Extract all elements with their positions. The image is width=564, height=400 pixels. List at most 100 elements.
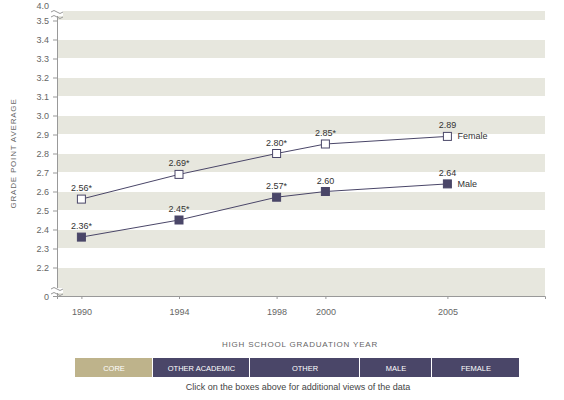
point-marker bbox=[77, 233, 85, 241]
axis-break bbox=[51, 16, 63, 19]
grid-line bbox=[57, 58, 545, 59]
y-tick-label: 3.2 bbox=[36, 73, 49, 83]
y-tick-mark bbox=[53, 78, 57, 79]
y-tick-mark bbox=[53, 192, 57, 193]
y-tick-mark bbox=[53, 230, 57, 231]
y-tick-label: 2.4 bbox=[36, 225, 49, 235]
axis-break bbox=[51, 293, 63, 296]
y-tick: 3.1 bbox=[36, 92, 57, 102]
grid-line bbox=[57, 153, 545, 154]
point-marker bbox=[273, 193, 281, 201]
y-tick-mark bbox=[53, 21, 57, 22]
y-tick-mark bbox=[53, 154, 57, 155]
y-tick: 2.2 bbox=[36, 263, 57, 273]
y-tick-mark bbox=[53, 59, 57, 60]
x-tick-mark bbox=[277, 296, 278, 299]
y-tick-label: 2.7 bbox=[36, 168, 49, 178]
y-tick: 3.4 bbox=[36, 35, 57, 45]
grid-line bbox=[57, 20, 545, 21]
y-tick-label: 2.3 bbox=[36, 244, 49, 254]
y-tick-mark bbox=[53, 40, 57, 41]
point-marker bbox=[321, 140, 329, 148]
button-box[interactable] bbox=[360, 358, 431, 377]
chart: 2.22.32.42.52.62.72.82.93.03.13.23.33.43… bbox=[0, 0, 564, 400]
y-tick-mark bbox=[53, 211, 57, 212]
y-tick-mark bbox=[53, 173, 57, 174]
data-label: 2.36* bbox=[71, 221, 93, 231]
x-tick-label: 1990 bbox=[72, 307, 92, 317]
grid-line bbox=[57, 229, 545, 230]
x-tick-label: 1998 bbox=[267, 307, 287, 317]
series-label: Female bbox=[457, 131, 487, 141]
y-tick: 2.4 bbox=[36, 225, 57, 235]
button-box[interactable] bbox=[432, 358, 519, 377]
y-tick-label: 2.8 bbox=[36, 149, 49, 159]
button-box[interactable] bbox=[75, 358, 152, 377]
axis-break-label: 4.0 bbox=[36, 1, 49, 11]
button-label[interactable]: FEMALE bbox=[461, 364, 491, 373]
x-tick-label: 1994 bbox=[169, 307, 189, 317]
data-label: 2.57* bbox=[266, 181, 288, 191]
data-label: 2.85* bbox=[315, 128, 337, 138]
x-tick-mark bbox=[81, 296, 82, 299]
y-axis: 2.22.32.42.52.62.72.82.93.03.13.23.33.43… bbox=[36, 12, 57, 297]
axis-break-label: 0 bbox=[44, 292, 49, 302]
y-tick-label: 2.5 bbox=[36, 206, 49, 216]
y-tick-label: 3.5 bbox=[36, 16, 49, 26]
x-tick: 1990 bbox=[72, 296, 92, 317]
x-tick: 2000 bbox=[316, 296, 336, 317]
point-marker bbox=[175, 216, 183, 224]
view-button[interactable]: OTHER bbox=[250, 358, 359, 377]
button-label[interactable]: OTHER ACADEMIC bbox=[168, 364, 236, 373]
grid-band bbox=[57, 40, 545, 59]
button-label[interactable]: OTHER bbox=[292, 364, 319, 373]
y-tick-mark bbox=[53, 249, 57, 250]
x-tick: 1994 bbox=[169, 296, 189, 317]
button-box[interactable] bbox=[153, 358, 249, 377]
point-marker bbox=[443, 180, 451, 188]
view-button[interactable]: MALE bbox=[360, 358, 431, 377]
y-axis-title: GRADE POINT AVERAGE bbox=[9, 98, 18, 208]
view-button[interactable]: FEMALE bbox=[432, 358, 519, 377]
x-axis-line bbox=[58, 297, 546, 300]
y-tick-label: 2.6 bbox=[36, 187, 49, 197]
grid-band bbox=[57, 154, 545, 173]
data-label: 2.56* bbox=[71, 183, 93, 193]
grid-line bbox=[57, 191, 545, 192]
x-axis-title: HIGH SCHOOL GRADUATION YEAR bbox=[222, 340, 378, 349]
x-tick-mark bbox=[447, 296, 448, 299]
button-box[interactable] bbox=[250, 358, 359, 377]
view-button[interactable]: CORE bbox=[75, 358, 152, 377]
grid-band bbox=[57, 11, 545, 21]
point-marker bbox=[321, 188, 329, 196]
x-tick-label: 2005 bbox=[438, 307, 458, 317]
view-buttons: CORE OTHER ACADEMIC OTHER MALE FEMALE bbox=[75, 358, 519, 377]
x-axis: 1990 1994 1998 2000 2005 bbox=[58, 296, 546, 317]
grid-line bbox=[57, 39, 545, 40]
button-label[interactable]: CORE bbox=[103, 364, 125, 373]
point-marker bbox=[77, 195, 85, 203]
axis-break bbox=[51, 288, 63, 291]
y-tick: 3.5 bbox=[36, 16, 57, 26]
series-label: Male bbox=[457, 179, 477, 189]
y-tick-label: 3.4 bbox=[36, 35, 49, 45]
y-tick: 2.7 bbox=[36, 168, 57, 178]
data-label: 2.89 bbox=[439, 120, 457, 130]
data-label: 2.45* bbox=[168, 204, 190, 214]
data-label: 2.69* bbox=[168, 158, 190, 168]
y-tick-mark bbox=[53, 97, 57, 98]
view-button[interactable]: OTHER ACADEMIC bbox=[153, 358, 249, 377]
grid-line bbox=[57, 172, 545, 173]
axis-break bbox=[51, 11, 63, 14]
x-tick-mark bbox=[325, 296, 326, 299]
point-marker bbox=[175, 170, 183, 178]
grid-line bbox=[57, 210, 545, 211]
y-tick-label: 2.9 bbox=[36, 130, 49, 140]
data-label: 2.80* bbox=[266, 138, 288, 148]
grid-band bbox=[57, 78, 545, 97]
x-tick: 1998 bbox=[267, 296, 287, 317]
y-tick: 2.6 bbox=[36, 187, 57, 197]
y-tick: 2.8 bbox=[36, 149, 57, 159]
grid-band bbox=[57, 268, 545, 297]
button-label[interactable]: MALE bbox=[386, 364, 406, 373]
